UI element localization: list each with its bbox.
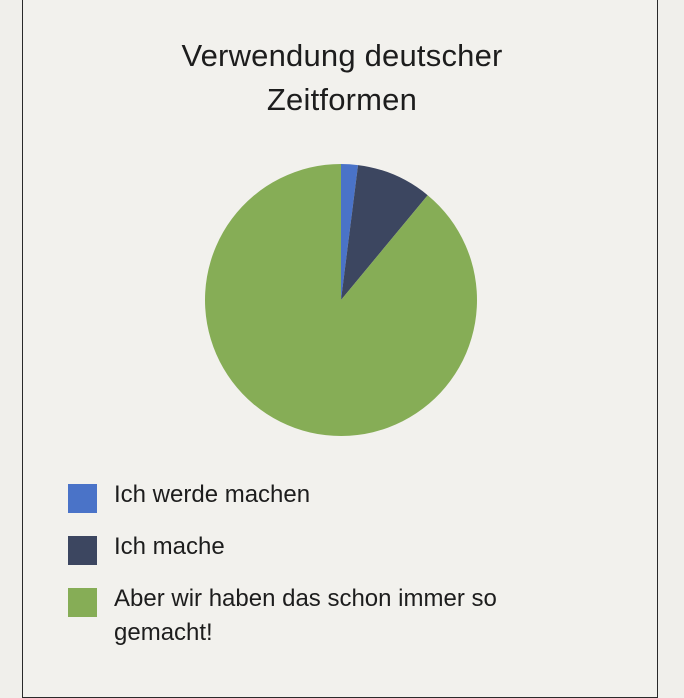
chart-title-line-1: Verwendung deutscher (181, 38, 503, 73)
pie-chart (205, 164, 477, 436)
legend-label-aber-wir-haben: Aber wir haben das schon immer so gemach… (114, 585, 497, 646)
legend-label-ich-werde-machen: Ich werde machen (114, 481, 311, 508)
chart-title-line-2: Zeitformen (266, 82, 418, 117)
legend-swatch-ich-mache (68, 536, 97, 565)
pie-slice-aber-wir-haben-das-schon-immer-so-gemacht (205, 164, 477, 436)
chart-title: Verwendung deutscher Zeitformen (22, 34, 662, 122)
legend-swatch-ich-werde-machen (68, 484, 97, 513)
legend-label-ich-mache: Ich mache (114, 533, 225, 560)
pie-slices (205, 164, 477, 436)
legend-swatch-aber-wir-haben (68, 588, 97, 617)
pie-slice-ich-mache (341, 165, 428, 300)
pie-slice-ich-werde-machen (341, 164, 359, 300)
